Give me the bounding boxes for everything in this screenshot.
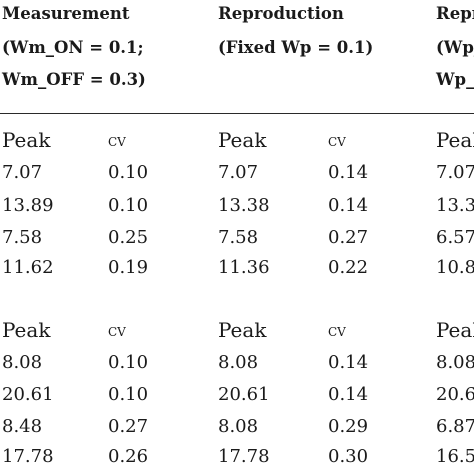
label-peak: Peak <box>2 318 51 342</box>
cell-measurement-peak: 8.48 <box>2 416 43 437</box>
label-cv: cv <box>108 131 126 151</box>
header-measurement-on: (Wm_ON = 0.1; <box>2 38 144 57</box>
label-peak: Peak <box>218 128 267 152</box>
header-measurement-off: Wm_OFF = 0.3) <box>2 70 146 89</box>
cell-repr-peak: 16.5 <box>436 446 474 467</box>
cell-measurement-cv: 0.10 <box>108 352 149 373</box>
cell-repr-peak: 10.8 <box>436 257 474 278</box>
cell-repr-peak: 20.61 <box>436 384 474 405</box>
label-peak: Peak <box>436 318 474 342</box>
label-peak: Peak <box>2 128 51 152</box>
label-cv: cv <box>108 321 126 341</box>
cell-measurement-cv: 0.10 <box>108 384 149 405</box>
header-measurement-title: Measurement <box>2 4 130 23</box>
header-reproduction-wp: (Fixed Wp = 0.1) <box>218 38 374 57</box>
cell-measurement-peak: 13.89 <box>2 195 54 216</box>
label-peak: Peak <box>218 318 267 342</box>
cell-measurement-cv: 0.19 <box>108 257 149 278</box>
header-repr-title: Repr <box>436 4 474 23</box>
cell-reproduction-peak: 7.07 <box>218 162 259 183</box>
label-cv: cv <box>328 131 346 151</box>
cell-reproduction-peak: 20.61 <box>218 384 270 405</box>
cell-reproduction-cv: 0.27 <box>328 227 369 248</box>
cell-measurement-peak: 17.78 <box>2 446 54 467</box>
cell-measurement-peak: 7.07 <box>2 162 43 183</box>
cell-measurement-peak: 7.58 <box>2 227 43 248</box>
cell-reproduction-cv: 0.14 <box>328 195 369 216</box>
cell-reproduction-peak: 13.38 <box>218 195 270 216</box>
cell-reproduction-cv: 0.30 <box>328 446 369 467</box>
cell-measurement-cv: 0.10 <box>108 162 149 183</box>
cell-reproduction-peak: 11.36 <box>218 257 270 278</box>
cell-reproduction-cv: 0.14 <box>328 352 369 373</box>
cell-measurement-peak: 8.08 <box>2 352 43 373</box>
label-peak: Peak <box>436 128 474 152</box>
cell-repr-peak: 6.87 <box>436 416 474 437</box>
cell-reproduction-cv: 0.29 <box>328 416 369 437</box>
header-rule <box>0 113 474 114</box>
cell-reproduction-peak: 8.08 <box>218 416 259 437</box>
cell-reproduction-cv: 0.14 <box>328 162 369 183</box>
cell-repr-peak: 8.08 <box>436 352 474 373</box>
cell-repr-peak: 6.57 <box>436 227 474 248</box>
header-repr-wp2: Wp_ <box>436 70 474 89</box>
cell-repr-peak: 7.07 <box>436 162 474 183</box>
cell-reproduction-peak: 8.08 <box>218 352 259 373</box>
cell-reproduction-cv: 0.22 <box>328 257 369 278</box>
cell-measurement-cv: 0.27 <box>108 416 149 437</box>
cell-reproduction-peak: 17.78 <box>218 446 270 467</box>
cell-reproduction-peak: 7.58 <box>218 227 259 248</box>
header-reproduction-title: Reproduction <box>218 4 344 23</box>
cell-measurement-cv: 0.26 <box>108 446 149 467</box>
label-cv: cv <box>328 321 346 341</box>
cell-measurement-cv: 0.10 <box>108 195 149 216</box>
cell-reproduction-cv: 0.14 <box>328 384 369 405</box>
header-repr-wp1: (Wp_ <box>436 38 474 57</box>
cell-measurement-cv: 0.25 <box>108 227 149 248</box>
cell-measurement-peak: 20.61 <box>2 384 54 405</box>
cell-measurement-peak: 11.62 <box>2 257 54 278</box>
cell-repr-peak: 13.3 <box>436 195 474 216</box>
